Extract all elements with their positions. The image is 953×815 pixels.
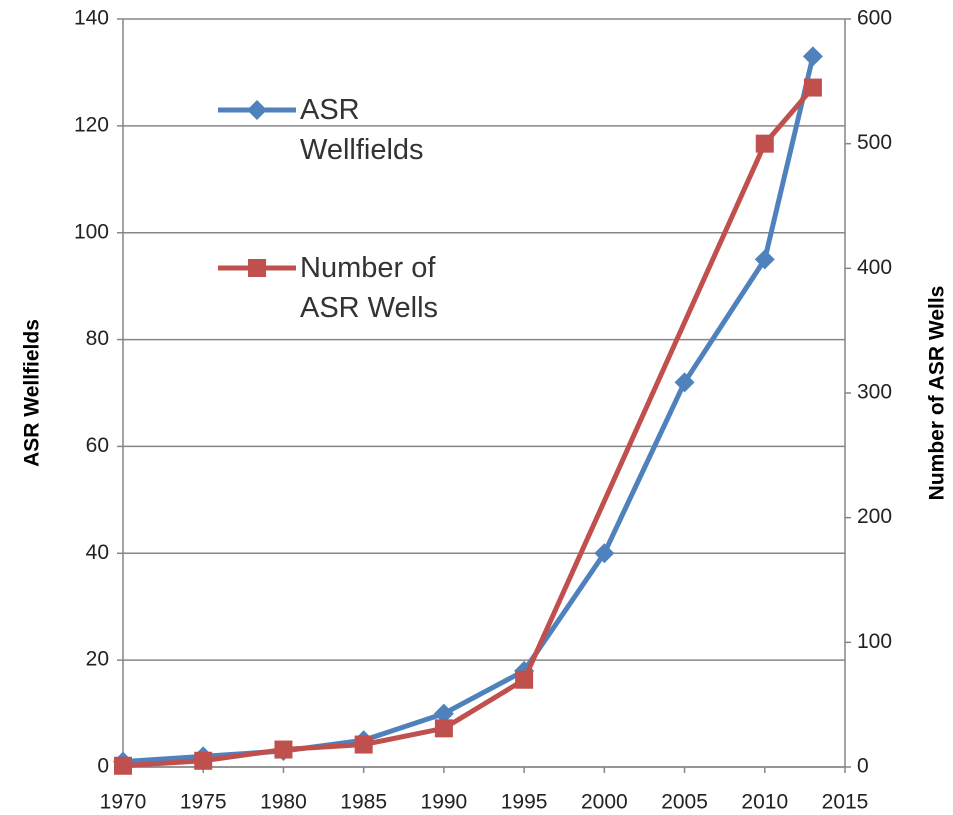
y2-tick-label: 600	[857, 7, 892, 30]
y2-tick-label: 400	[857, 256, 892, 279]
x-tick-label: 2005	[661, 791, 708, 814]
data-point	[594, 543, 615, 564]
y2-axis-title: Number of ASR Wells	[926, 286, 949, 501]
x-tick-label: 1970	[100, 791, 147, 814]
y2-tick-label: 500	[857, 131, 892, 154]
y-tick-label: 140	[74, 7, 109, 30]
data-point	[434, 719, 453, 738]
y2-tick-label: 100	[857, 630, 892, 653]
y-tick-label: 120	[74, 113, 109, 136]
data-point	[515, 670, 534, 689]
x-tick-label: 1990	[421, 791, 468, 814]
legend-marker	[247, 100, 267, 120]
data-point	[274, 740, 293, 759]
data-point	[674, 372, 695, 393]
x-tick-label: 2000	[581, 791, 628, 814]
x-tick-label: 1995	[501, 791, 548, 814]
x-tick-label: 2015	[822, 791, 869, 814]
x-tick-label: 1980	[260, 791, 307, 814]
y-tick-label: 100	[74, 220, 109, 243]
data-point	[433, 703, 454, 724]
data-point	[802, 46, 823, 67]
y-tick-label: 80	[86, 327, 109, 350]
legend-label: ASR Wellfields	[300, 94, 424, 166]
legend-label: Number of ASR Wells	[300, 252, 439, 324]
data-point	[194, 751, 213, 770]
data-point	[754, 249, 775, 270]
y-axis-title: ASR Wellfields	[21, 319, 44, 467]
x-tick-label: 1985	[340, 791, 387, 814]
series-line	[122, 85, 815, 769]
y-tick-label: 60	[86, 434, 109, 457]
data-point	[755, 134, 774, 153]
data-point	[803, 78, 822, 97]
data-point	[114, 756, 132, 775]
y2-tick-label: 300	[857, 381, 892, 404]
y2-tick-label: 0	[857, 755, 869, 778]
legend-marker	[248, 259, 266, 277]
y-tick-label: 0	[97, 755, 109, 778]
x-tick-label: 1975	[180, 791, 227, 814]
y-tick-label: 20	[86, 648, 109, 671]
y2-tick-label: 200	[857, 505, 892, 528]
data-point	[354, 735, 373, 754]
x-tick-label: 2010	[741, 791, 788, 814]
y-tick-label: 40	[86, 541, 109, 564]
